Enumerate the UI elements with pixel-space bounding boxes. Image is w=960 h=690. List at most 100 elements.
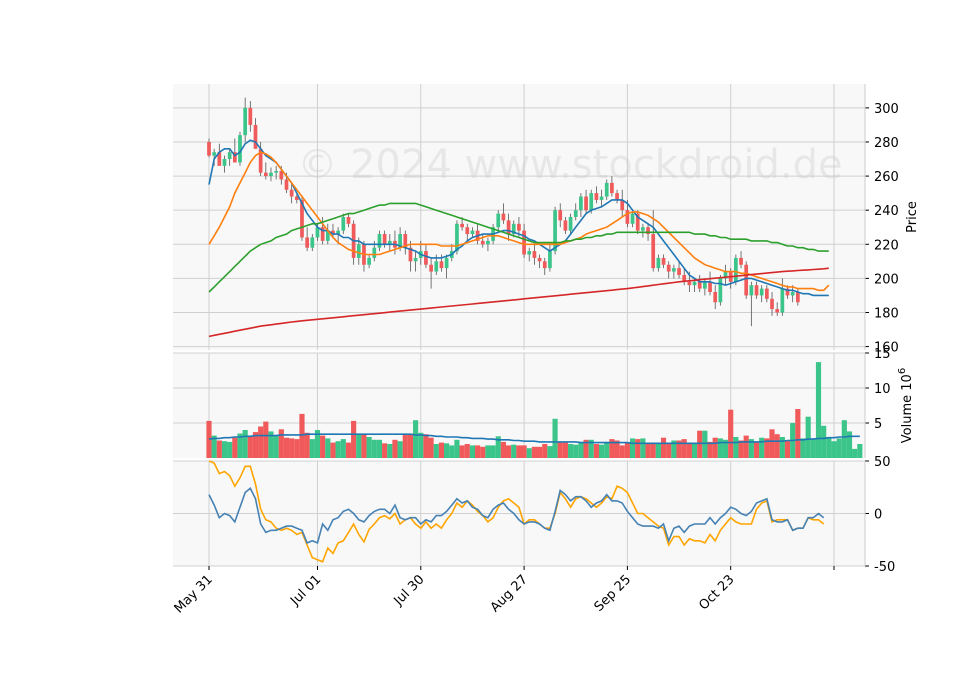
candle-body — [227, 152, 232, 160]
price-ytick-label: 240 — [874, 204, 899, 219]
volume-bar — [774, 434, 780, 458]
candle-body — [708, 281, 712, 293]
candle-body — [703, 281, 707, 289]
volume-bar — [655, 442, 661, 458]
oscillator-ytick-label: 50 — [874, 455, 891, 470]
candle-body — [620, 199, 625, 211]
price-ytick-label: 160 — [874, 341, 899, 356]
volume-bar — [526, 448, 532, 458]
candle-body — [403, 234, 408, 248]
volume-bar — [392, 439, 398, 458]
volume-bar — [738, 440, 744, 458]
volume-bar — [841, 420, 847, 458]
price-ytick-label: 280 — [874, 136, 899, 151]
volume-line-0 — [208, 433, 860, 445]
candle-body — [284, 179, 289, 190]
volume-ytick-label: 15 — [874, 347, 891, 362]
volume-bar — [361, 434, 367, 458]
volume-bar — [784, 440, 791, 458]
volume-bar — [387, 444, 393, 458]
candle-body — [346, 217, 351, 224]
candle-body — [413, 257, 418, 262]
candle-body — [310, 237, 315, 248]
candle-body — [387, 240, 392, 245]
volume-bar — [697, 430, 703, 458]
candle-body — [790, 292, 795, 296]
candle-body — [542, 261, 547, 269]
candle-body — [460, 223, 464, 228]
volume-bar — [593, 444, 599, 458]
volume-bar — [330, 442, 336, 458]
price-ylabel: Price — [905, 201, 920, 233]
volume-bar — [681, 439, 687, 458]
watermark-text: © 2024 www.stockdroid.de — [297, 142, 842, 188]
candle-body — [522, 230, 526, 255]
volume-bar — [614, 440, 620, 458]
candle-body — [795, 292, 800, 303]
volume-bar — [227, 441, 233, 458]
volume-bar — [629, 438, 636, 458]
candle-body — [744, 264, 749, 296]
candle-body — [434, 261, 439, 272]
volume-bar — [449, 445, 455, 458]
volume-bar — [671, 440, 677, 458]
volume-bar — [325, 438, 331, 458]
candle-body — [775, 309, 780, 313]
candle-body — [372, 247, 377, 258]
volume-bar — [547, 446, 553, 458]
price-line-2 — [208, 202, 829, 293]
volume-bar — [557, 441, 563, 458]
candle-body — [713, 292, 718, 303]
volume-bar — [278, 429, 284, 458]
volume-bar — [846, 431, 853, 458]
candle-body — [548, 251, 552, 269]
volume-bar — [722, 439, 729, 458]
volume-bar — [413, 420, 419, 458]
volume-bar — [506, 445, 512, 458]
oscillator-line-0 — [208, 460, 825, 563]
volume-bar — [438, 442, 445, 458]
candle-body — [589, 193, 594, 211]
volume-bar — [345, 442, 352, 458]
candle-body — [759, 288, 764, 296]
volume-bar — [237, 433, 243, 458]
volume-bar — [573, 444, 579, 458]
price-ytick-label: 200 — [874, 272, 899, 287]
volume-bar — [340, 439, 346, 458]
price-ytick-label: 180 — [874, 306, 899, 321]
volume-bar — [810, 438, 816, 458]
candle-body — [424, 251, 428, 265]
volume-bar — [211, 435, 217, 458]
candle-body — [718, 278, 723, 303]
oscillator-ytick-label: 0 — [874, 508, 882, 523]
volume-bar — [733, 437, 739, 458]
candle-body — [651, 234, 656, 269]
candle-body — [501, 213, 506, 221]
volume-bar — [268, 431, 274, 458]
candle-body — [207, 141, 211, 156]
candle-body — [455, 223, 459, 252]
xtick-label: Jul 30 — [391, 572, 428, 609]
candle-body — [661, 257, 666, 265]
volume-bar — [583, 439, 589, 458]
volume-bar — [247, 436, 253, 458]
candle-body — [212, 152, 217, 156]
volume-bar — [852, 448, 858, 458]
candle-body — [269, 172, 273, 177]
candle-body — [677, 268, 681, 275]
candle-body — [568, 217, 573, 231]
volume-bar — [258, 426, 264, 458]
volume-bar — [645, 444, 651, 458]
candle-body — [511, 223, 516, 235]
candle-body — [615, 193, 619, 200]
candle-body — [238, 135, 242, 163]
candle-body — [687, 281, 692, 286]
candle-body — [666, 264, 671, 272]
volume-bar — [216, 440, 222, 458]
candle-body — [444, 257, 449, 269]
volume-bar — [309, 439, 315, 458]
volume-bar — [469, 445, 476, 458]
xtick-label: May 31 — [172, 572, 216, 616]
volume-bar — [402, 434, 408, 458]
candle-body — [243, 107, 248, 136]
